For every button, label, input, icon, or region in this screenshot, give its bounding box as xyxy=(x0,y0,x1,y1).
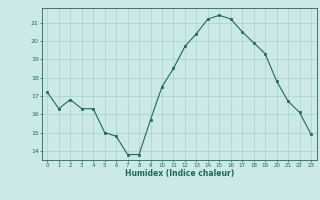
X-axis label: Humidex (Indice chaleur): Humidex (Indice chaleur) xyxy=(124,169,234,178)
